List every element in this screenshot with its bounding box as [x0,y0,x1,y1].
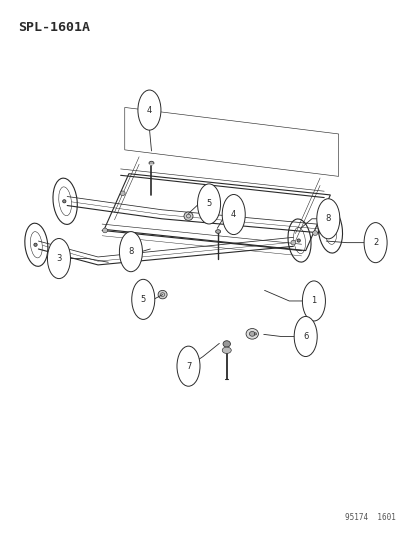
Ellipse shape [301,281,325,321]
Ellipse shape [249,332,254,336]
Text: 2: 2 [372,238,377,247]
Ellipse shape [223,341,230,347]
Text: 4: 4 [230,210,236,219]
Ellipse shape [316,199,339,239]
Text: 7: 7 [185,362,191,370]
Text: SPL-1601A: SPL-1601A [18,21,90,34]
Text: 8: 8 [325,214,330,223]
Text: 6: 6 [302,332,308,341]
Ellipse shape [131,279,154,319]
Ellipse shape [158,290,167,299]
Ellipse shape [176,346,199,386]
Ellipse shape [34,243,37,246]
Text: 4: 4 [147,106,152,115]
Ellipse shape [149,161,154,165]
Ellipse shape [363,223,386,263]
Ellipse shape [294,317,316,357]
Ellipse shape [62,200,66,203]
Ellipse shape [222,195,244,235]
Ellipse shape [119,232,142,272]
Text: 1: 1 [311,296,316,305]
Ellipse shape [183,212,192,220]
Text: 5: 5 [206,199,211,208]
Ellipse shape [297,239,299,242]
Ellipse shape [138,90,161,130]
Ellipse shape [120,191,125,196]
Text: 8: 8 [128,247,133,256]
Ellipse shape [197,184,220,224]
Ellipse shape [102,228,107,233]
Ellipse shape [327,228,330,231]
Ellipse shape [245,328,258,339]
Ellipse shape [215,230,220,233]
Ellipse shape [47,238,70,279]
Ellipse shape [312,231,317,236]
Ellipse shape [222,347,231,353]
Text: 3: 3 [56,254,62,263]
Text: 95174  1601: 95174 1601 [344,513,395,522]
Ellipse shape [290,240,295,245]
Text: 5: 5 [140,295,145,304]
